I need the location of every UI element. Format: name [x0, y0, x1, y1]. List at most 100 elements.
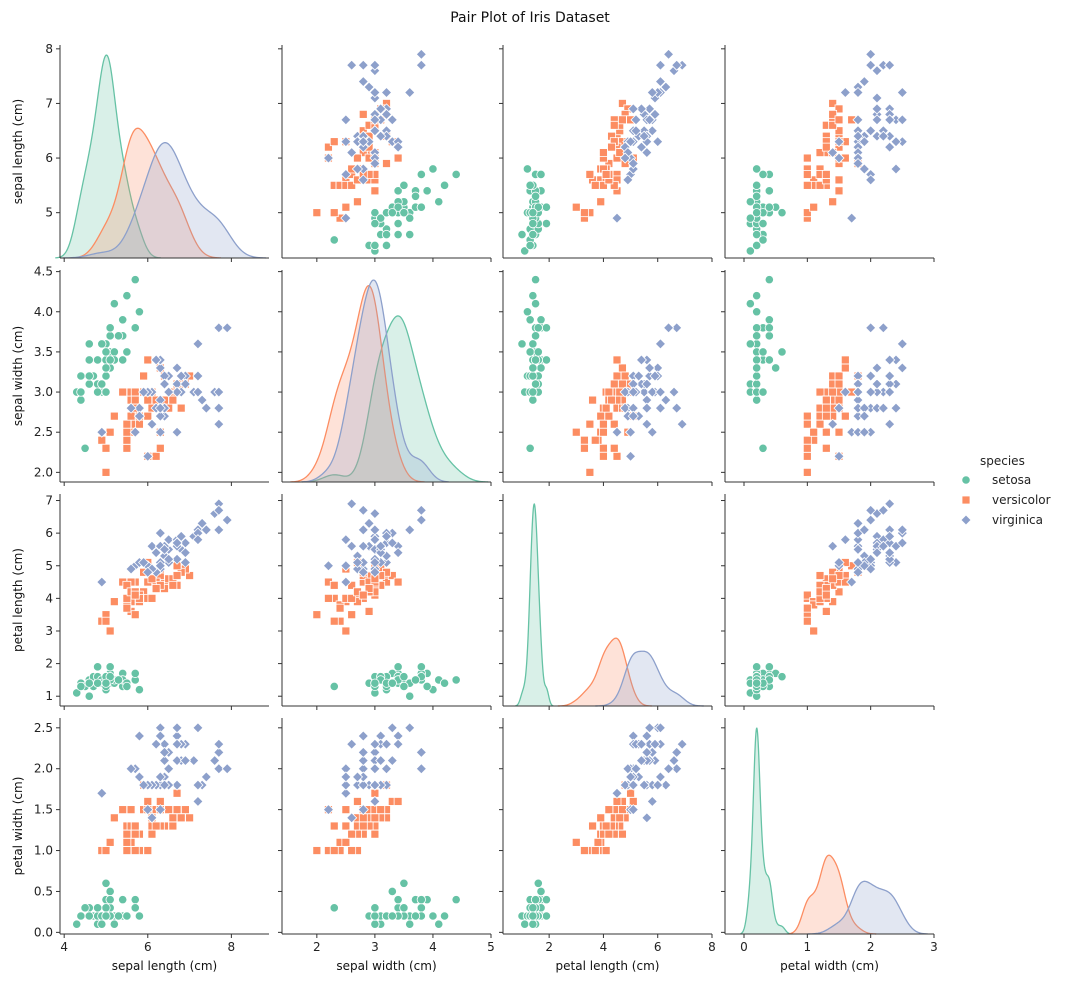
virginica-point-10 — [380, 763, 393, 775]
virginica-point-6 — [96, 576, 108, 588]
virginica-point-43 — [649, 738, 661, 750]
virginica-point-17 — [671, 322, 683, 334]
virginica-point-22 — [357, 504, 369, 516]
virginica-point-46 — [625, 771, 637, 783]
virginica-point-19 — [322, 804, 335, 816]
virginica-point-41 — [179, 378, 191, 390]
versicolor-point-36 — [376, 805, 386, 815]
versicolor-point-10 — [802, 467, 812, 477]
virginica-point-17 — [877, 504, 889, 516]
versicolor-point-45 — [130, 829, 140, 839]
setosa-point-22 — [84, 339, 94, 349]
setosa-point-42 — [525, 240, 535, 251]
setosa-point-46 — [105, 672, 115, 682]
setosa-point-41 — [758, 235, 768, 245]
virginica-point-45 — [884, 553, 896, 565]
versicolor-point-49 — [358, 821, 368, 831]
versicolor-point-49 — [821, 170, 831, 179]
versicolor-point-35 — [612, 355, 622, 365]
virginica-point-17 — [671, 746, 683, 758]
virginica-point-43 — [175, 370, 187, 382]
versicolor-point-7 — [580, 435, 589, 445]
setosa-point-42 — [76, 681, 86, 692]
virginica-point-42 — [351, 556, 364, 569]
virginica-point-34 — [827, 540, 839, 552]
y-tick-label: 8 — [45, 42, 53, 56]
virginica-point-30 — [200, 771, 212, 783]
versicolor-point-41 — [370, 813, 380, 823]
setosa-point-43 — [777, 208, 787, 218]
versicolor-point-29 — [347, 610, 357, 620]
setosa-point-34 — [97, 379, 107, 389]
x-tick-label: 8 — [708, 940, 716, 954]
virginica-point-44 — [386, 114, 398, 126]
setosa-point-43 — [777, 672, 787, 682]
panel-1-1 — [278, 270, 492, 486]
versicolor-kde-line — [70, 127, 221, 259]
setosa-point-31 — [118, 895, 128, 905]
versicolor-point-17 — [802, 590, 812, 600]
virginica-point-46 — [340, 136, 352, 148]
setosa-point-33 — [528, 291, 538, 301]
setosa-point-21 — [105, 331, 115, 341]
setosa-point-31 — [764, 355, 774, 365]
setosa-point-6 — [84, 355, 94, 365]
virginica-kde-line — [301, 279, 449, 483]
setosa-point-14 — [752, 164, 762, 174]
virginica-point-45 — [884, 114, 896, 126]
setosa-point-36 — [752, 180, 762, 190]
virginica-point-34 — [641, 812, 653, 824]
versicolor-point-44 — [821, 411, 831, 421]
x-tick-label: 4 — [60, 940, 68, 954]
virginica-point-19 — [142, 450, 154, 462]
setosa-point-22 — [517, 229, 527, 240]
virginica-point-38 — [619, 779, 631, 791]
virginica-point-48 — [392, 141, 404, 153]
versicolor-point-36 — [834, 379, 844, 389]
setosa-point-43 — [101, 347, 111, 357]
virginica-point-29 — [646, 86, 658, 99]
y-tick-label: 5 — [45, 559, 53, 573]
versicolor-point-39 — [599, 427, 608, 437]
versicolor-point-41 — [828, 387, 838, 397]
versicolor-point-31 — [590, 180, 600, 190]
versicolor-point-2 — [834, 104, 844, 114]
versicolor-point-15 — [609, 379, 619, 389]
virginica-point-44 — [171, 722, 183, 734]
setosa-point-18 — [130, 323, 140, 333]
virginica-point-49 — [369, 556, 381, 569]
virginica-point-7 — [196, 517, 208, 529]
setosa-point-23 — [387, 886, 397, 897]
virginica-point-9 — [654, 338, 666, 350]
setosa-point-24 — [93, 355, 103, 365]
setosa-point-43 — [533, 347, 543, 357]
virginica-point-38 — [619, 386, 631, 398]
versicolor-point-40 — [122, 829, 132, 839]
virginica-point-47 — [369, 125, 381, 137]
setosa-point-45 — [93, 387, 103, 397]
setosa-point-39 — [105, 355, 115, 365]
virginica-point-31 — [663, 763, 675, 775]
versicolor-point-20 — [382, 159, 391, 168]
virginica-point-42 — [351, 163, 364, 175]
virginica-point-41 — [375, 103, 387, 115]
virginica-point-49 — [369, 779, 381, 791]
setosa-point-48 — [530, 191, 541, 201]
virginica-point-48 — [150, 547, 162, 559]
virginica-point-9 — [192, 722, 204, 734]
setosa-point-41 — [758, 443, 768, 453]
virginica-point-21 — [357, 174, 369, 186]
setosa-point-39 — [530, 355, 541, 365]
setosa-point-48 — [113, 331, 124, 341]
setosa-point-36 — [122, 911, 132, 921]
virginica-point-21 — [622, 763, 634, 775]
virginica-point-0 — [154, 527, 166, 539]
setosa-point-47 — [528, 229, 538, 240]
virginica-point-31 — [865, 322, 877, 334]
versicolor-point-40 — [347, 180, 357, 190]
setosa-point-47 — [528, 371, 538, 381]
y-tick-label: 4 — [45, 591, 53, 605]
virginica-point-45 — [630, 114, 642, 126]
virginica-point-31 — [415, 763, 427, 775]
virginica-kde-fill — [807, 881, 928, 934]
